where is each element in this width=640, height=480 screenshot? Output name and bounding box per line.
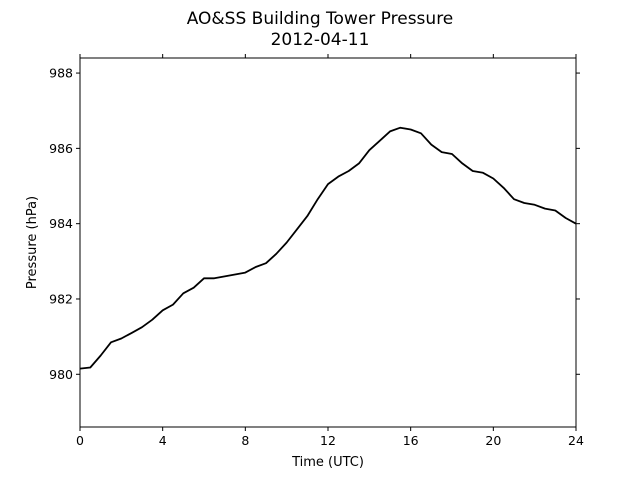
plot-frame bbox=[79, 57, 577, 428]
x-tick-label: 0 bbox=[76, 433, 84, 448]
y-tick-label: 988 bbox=[49, 66, 73, 81]
x-tick-label: 20 bbox=[485, 433, 501, 448]
y-tick-label: 986 bbox=[49, 141, 73, 156]
y-tick-label: 980 bbox=[49, 367, 73, 382]
y-tick-label: 984 bbox=[49, 216, 73, 231]
x-tick-label: 8 bbox=[241, 433, 249, 448]
x-tick-label: 24 bbox=[568, 433, 584, 448]
chart-title: AO&SS Building Tower Pressure bbox=[187, 9, 454, 29]
chart-subtitle: 2012-04-11 bbox=[271, 30, 370, 50]
x-tick-label: 4 bbox=[159, 433, 167, 448]
x-tick-label: 16 bbox=[403, 433, 419, 448]
axis-ticks: 0 4 8 12 16 20 24 980 982 984 986 988 bbox=[49, 54, 584, 448]
y-axis-label: Pressure (hPa) bbox=[25, 196, 40, 289]
y-tick-label: 982 bbox=[49, 291, 73, 306]
pressure-series-line bbox=[79, 126, 577, 370]
x-tick-label: 12 bbox=[320, 433, 336, 448]
x-axis-label: Time (UTC) bbox=[291, 455, 364, 470]
